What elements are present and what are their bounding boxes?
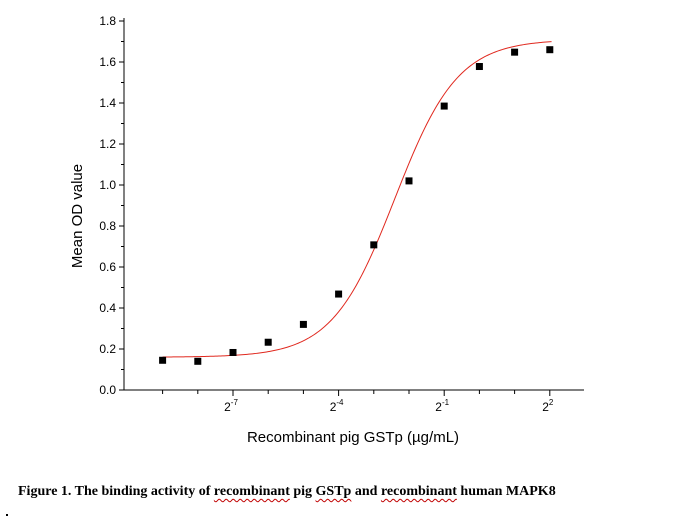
fit-curve-layer	[162, 41, 552, 358]
stray-dot	[6, 514, 8, 516]
y-tick-label: 0.6	[99, 260, 116, 274]
caption-middle-1: pig	[289, 484, 316, 499]
caption-suffix: human MAPK8	[456, 484, 556, 499]
data-point	[335, 290, 343, 298]
data-point	[511, 48, 519, 56]
x-tick-label: 2-4	[330, 398, 344, 414]
figure-caption: Figure 1. The binding activity of recomb…	[18, 484, 678, 500]
caption-word-recombinant-2: recombinant	[380, 484, 457, 499]
data-point	[475, 63, 483, 71]
x-tick-label: 2-7	[224, 398, 238, 414]
y-axis: 0.0 0.2 0.4 0.6 0.8 1.0 1.2 1.4 1.6 1.8	[99, 14, 125, 397]
data-point	[229, 348, 237, 356]
caption-word-recombinant-1: recombinant	[213, 484, 290, 499]
data-points-layer	[159, 46, 554, 365]
data-point	[440, 102, 448, 110]
y-tick-label: 1.6	[99, 55, 116, 69]
fit-curve	[162, 41, 552, 358]
x-axis-title: Recombinant pig GSTp (µg/mL)	[247, 429, 459, 446]
y-tick-label: 1.8	[99, 14, 116, 28]
y-tick-label: 0.0	[99, 383, 116, 397]
x-tick-label: 2-1	[435, 398, 449, 414]
x-axis: 2-7 2-4 2-1 22	[124, 389, 584, 414]
y-axis-title: Mean OD value	[69, 164, 86, 268]
y-tick-label: 0.2	[99, 342, 116, 356]
data-point	[194, 357, 202, 365]
x-tick-label: 22	[542, 398, 554, 414]
data-point	[546, 46, 554, 54]
data-point	[159, 356, 167, 364]
caption-prefix: Figure 1. The binding activity of	[18, 484, 214, 499]
caption-middle-2: and	[351, 484, 381, 499]
y-tick-label: 0.4	[99, 301, 116, 315]
data-point	[299, 320, 307, 328]
data-point	[405, 177, 413, 185]
binding-activity-chart: 0.0 0.2 0.4 0.6 0.8 1.0 1.2 1.4 1.6 1.8 2-7 2-4 2-1…	[69, 14, 584, 446]
data-point	[264, 338, 272, 346]
caption-word-gstp: GSTp	[315, 484, 352, 499]
y-tick-label: 1.4	[99, 96, 116, 110]
y-tick-label: 1.0	[99, 178, 116, 192]
y-tick-label: 0.8	[99, 219, 116, 233]
data-point	[370, 241, 378, 249]
y-tick-label: 1.2	[99, 137, 116, 151]
